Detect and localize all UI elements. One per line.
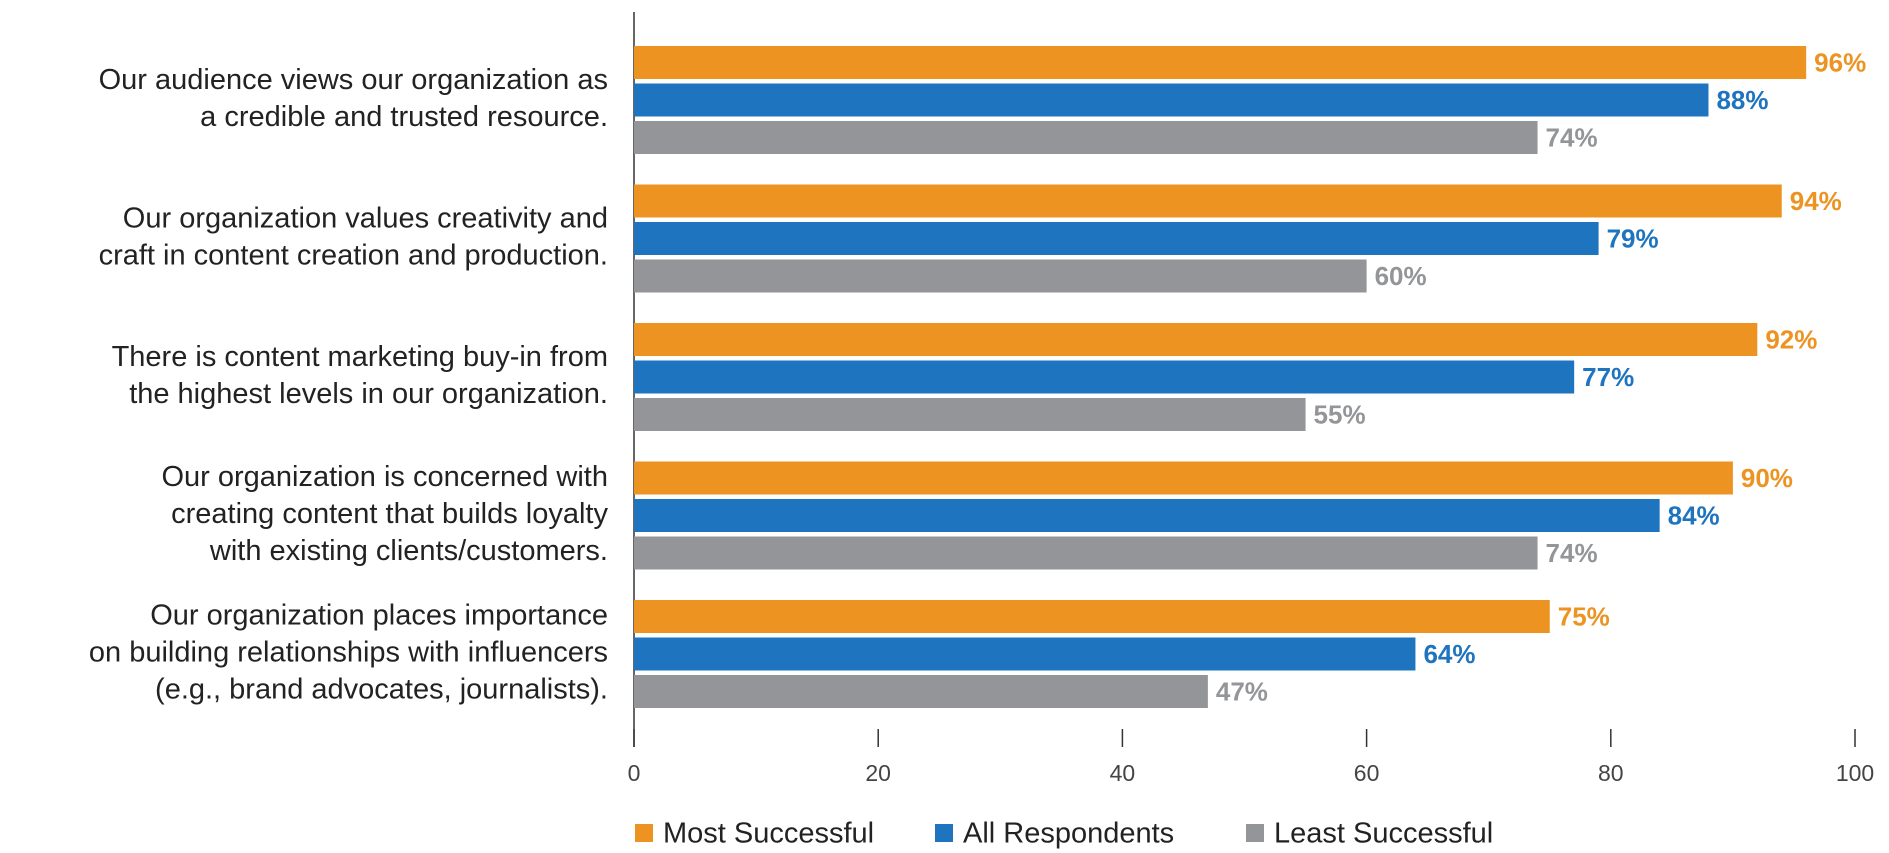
category-label: There is content marketing buy-in from [112, 341, 608, 373]
x-tick-label: 80 [1598, 760, 1624, 786]
bar [634, 461, 1733, 495]
legend-swatch [1246, 824, 1264, 842]
bar [634, 536, 1538, 570]
bar [634, 499, 1660, 532]
value-label: 47% [1216, 676, 1268, 706]
value-label: 75% [1558, 601, 1610, 631]
bar [634, 398, 1306, 431]
bar [634, 600, 1550, 633]
category-label: craft in content creation and production… [99, 240, 608, 272]
x-tick-label: 0 [628, 760, 641, 786]
value-label: 88% [1716, 85, 1768, 115]
category-label: (e.g., brand advocates, journalists). [155, 674, 608, 706]
category-label: Our organization is concerned with [161, 461, 608, 493]
category-label: Our organization values creativity and [123, 203, 608, 235]
value-label: 55% [1314, 399, 1366, 429]
value-label: 94% [1790, 186, 1842, 216]
bar [634, 323, 1758, 356]
bar [634, 222, 1599, 255]
legend-label: All Respondents [963, 818, 1174, 850]
bar [634, 675, 1208, 708]
category-label: Our audience views our organization as [99, 64, 608, 96]
legend-label: Least Successful [1274, 818, 1493, 850]
value-label: 60% [1375, 261, 1427, 291]
category-label: the highest levels in our organization. [129, 378, 608, 410]
x-tick-label: 20 [865, 760, 891, 786]
value-label: 84% [1668, 500, 1720, 530]
value-label: 92% [1765, 324, 1817, 354]
category-label: creating content that builds loyalty [171, 498, 608, 530]
value-label: 77% [1582, 362, 1634, 392]
legend-swatch [635, 824, 653, 842]
value-label: 90% [1741, 463, 1793, 493]
bar [634, 46, 1807, 79]
x-tick-label: 60 [1354, 760, 1380, 786]
category-label: Our organization places importance [150, 600, 608, 632]
value-label: 74% [1546, 122, 1598, 152]
value-label: 64% [1423, 639, 1475, 669]
bar [634, 184, 1782, 218]
bar [634, 637, 1416, 671]
legend-swatch [935, 824, 953, 842]
value-label: 79% [1607, 223, 1659, 253]
bar [634, 83, 1709, 117]
value-label: 74% [1546, 538, 1598, 568]
value-label: 96% [1814, 47, 1866, 77]
category-label: a credible and trusted resource. [200, 101, 608, 133]
x-tick-label: 40 [1110, 760, 1136, 786]
category-label: with existing clients/customers. [209, 535, 608, 567]
bar [634, 360, 1575, 394]
bar [634, 259, 1367, 293]
x-tick-label: 100 [1836, 760, 1874, 786]
bar [634, 121, 1538, 154]
category-label: on building relationships with influence… [89, 637, 608, 669]
legend-label: Most Successful [663, 818, 874, 850]
